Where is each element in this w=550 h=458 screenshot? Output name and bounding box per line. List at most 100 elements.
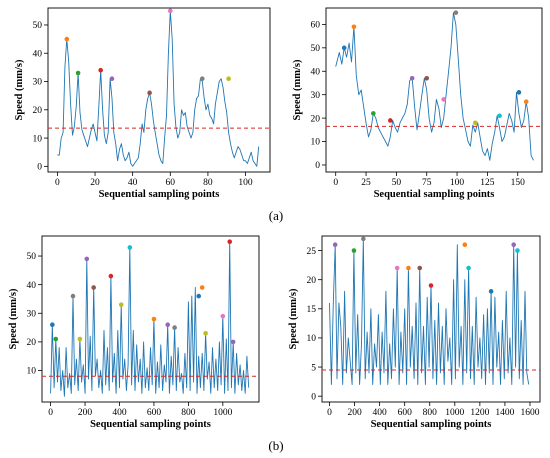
peak-marker <box>75 70 81 76</box>
x-tick-label: 0 <box>48 408 53 418</box>
y-tick-label: 50 <box>33 21 43 31</box>
peak-marker <box>230 339 236 345</box>
x-axis-title: Sequential sampling points <box>90 419 211 430</box>
x-tick-label: 1000 <box>445 408 464 418</box>
peak-marker <box>118 302 124 307</box>
x-tick-label: 400 <box>373 408 388 418</box>
y-tick-label: 15 <box>307 305 317 315</box>
peak-marker <box>203 331 208 336</box>
speed-series-line <box>329 238 530 385</box>
peak-marker <box>226 76 231 81</box>
x-tick-label: 40 <box>128 178 138 188</box>
peak-marker <box>167 8 173 14</box>
peak-marker <box>199 285 205 290</box>
peak-marker <box>417 265 423 271</box>
peak-marker <box>351 24 357 30</box>
peak-marker <box>84 256 90 262</box>
y-tick-label: 10 <box>33 134 43 144</box>
peak-marker <box>172 325 177 330</box>
peak-marker <box>424 75 430 81</box>
peak-marker <box>98 67 103 73</box>
x-tick-label: 80 <box>203 178 213 188</box>
panel-label-b: (b) <box>268 438 283 453</box>
plot-frame <box>47 7 271 173</box>
speed-series-line <box>57 10 260 167</box>
chart-a-left: 0 20 40 60 80 100 0 10 20 30 40 50 Sequential sampli… <box>14 7 271 200</box>
x-tick-label: 150 <box>511 178 526 188</box>
y-tick-label: 20 <box>311 114 321 124</box>
peak-marker <box>511 242 516 248</box>
y-tick-label: 25 <box>307 247 317 257</box>
y-tick-label: 40 <box>27 281 37 291</box>
peak-marker <box>428 283 434 288</box>
peak-marker <box>165 322 171 328</box>
y-tick-label: 10 <box>27 367 37 377</box>
y-tick-label: 10 <box>307 334 317 344</box>
x-tick-label: 1600 <box>520 408 539 418</box>
y-tick-label: 20 <box>33 106 43 116</box>
x-axis-title: Sequential sampling points <box>371 419 492 430</box>
x-tick-label: 0 <box>327 408 332 418</box>
y-tick-label: 10 <box>311 138 321 148</box>
x-tick-label: 75 <box>422 178 432 188</box>
y-tick-label: 40 <box>33 49 43 59</box>
peak-marker <box>472 120 478 126</box>
x-tick-label: 1400 <box>495 408 514 418</box>
peak-marker <box>371 111 376 116</box>
peak-marker <box>91 285 96 290</box>
peak-marker <box>523 99 529 105</box>
peak-marker <box>199 76 205 81</box>
peak-marker <box>516 90 522 95</box>
x-axis-title: Sequential sampling points <box>99 189 220 200</box>
y-tick-label: 20 <box>307 276 317 286</box>
plot-frame <box>325 7 543 173</box>
peak-marker <box>50 322 55 328</box>
x-tick-label: 1000 <box>213 408 232 418</box>
y-tick-label: 20 <box>27 338 37 348</box>
y-tick-label: 30 <box>27 309 37 319</box>
x-tick-label: 100 <box>450 178 465 188</box>
peak-marker <box>361 236 366 242</box>
y-axis-title: Speed (mm/s) <box>288 288 299 349</box>
peak-marker <box>127 245 133 250</box>
y-tick-label: 30 <box>311 91 321 101</box>
peak-marker <box>151 316 157 322</box>
peak-marker <box>196 293 202 299</box>
x-tick-label: 800 <box>181 408 196 418</box>
speed-series-line <box>335 12 534 161</box>
chart-b-right: 0 200 400 600 800 1000 1200 1400 1600 0 5 10 15 20 25 S… <box>288 235 541 430</box>
peak-marker <box>515 248 520 253</box>
peak-marker <box>466 265 471 271</box>
y-tick-label: 60 <box>311 21 321 31</box>
peak-marker <box>108 273 114 279</box>
peak-marker <box>441 97 447 102</box>
peak-marker <box>332 242 338 248</box>
peak-marker <box>497 113 502 119</box>
peak-marker <box>77 336 83 342</box>
peak-marker <box>109 76 115 81</box>
peak-marker <box>351 248 357 253</box>
y-tick-label: 5 <box>311 363 316 373</box>
y-axis-title: Speed (mm/s) <box>8 288 19 349</box>
x-tick-label: 1200 <box>470 408 489 418</box>
x-tick-label: 50 <box>392 178 402 188</box>
y-tick-label: 40 <box>311 67 321 77</box>
chart-a-right: 0 25 50 75 100 125 150 0 10 20 30 40 50 60 Sequential … <box>292 7 543 200</box>
y-tick-label: 50 <box>27 252 37 262</box>
y-tick-label: 50 <box>311 44 321 54</box>
peak-marker <box>453 10 459 15</box>
peak-marker <box>220 313 226 319</box>
x-tick-label: 600 <box>398 408 413 418</box>
peak-marker <box>227 239 233 245</box>
peak-marker <box>53 336 59 342</box>
y-axis-title: Speed (mm/s) <box>292 59 303 120</box>
peak-marker <box>388 118 393 123</box>
chart-b-left: 0 200 400 600 800 1000 10 20 30 40 50 Sequential sa… <box>8 235 260 430</box>
y-axis-title: Speed (mm/s) <box>14 59 25 120</box>
peak-marker <box>147 90 152 96</box>
x-tick-label: 200 <box>347 408 362 418</box>
x-tick-label: 60 <box>166 178 176 188</box>
x-tick-label: 400 <box>112 408 127 418</box>
x-tick-label: 800 <box>423 408 438 418</box>
x-tick-label: 100 <box>238 178 253 188</box>
